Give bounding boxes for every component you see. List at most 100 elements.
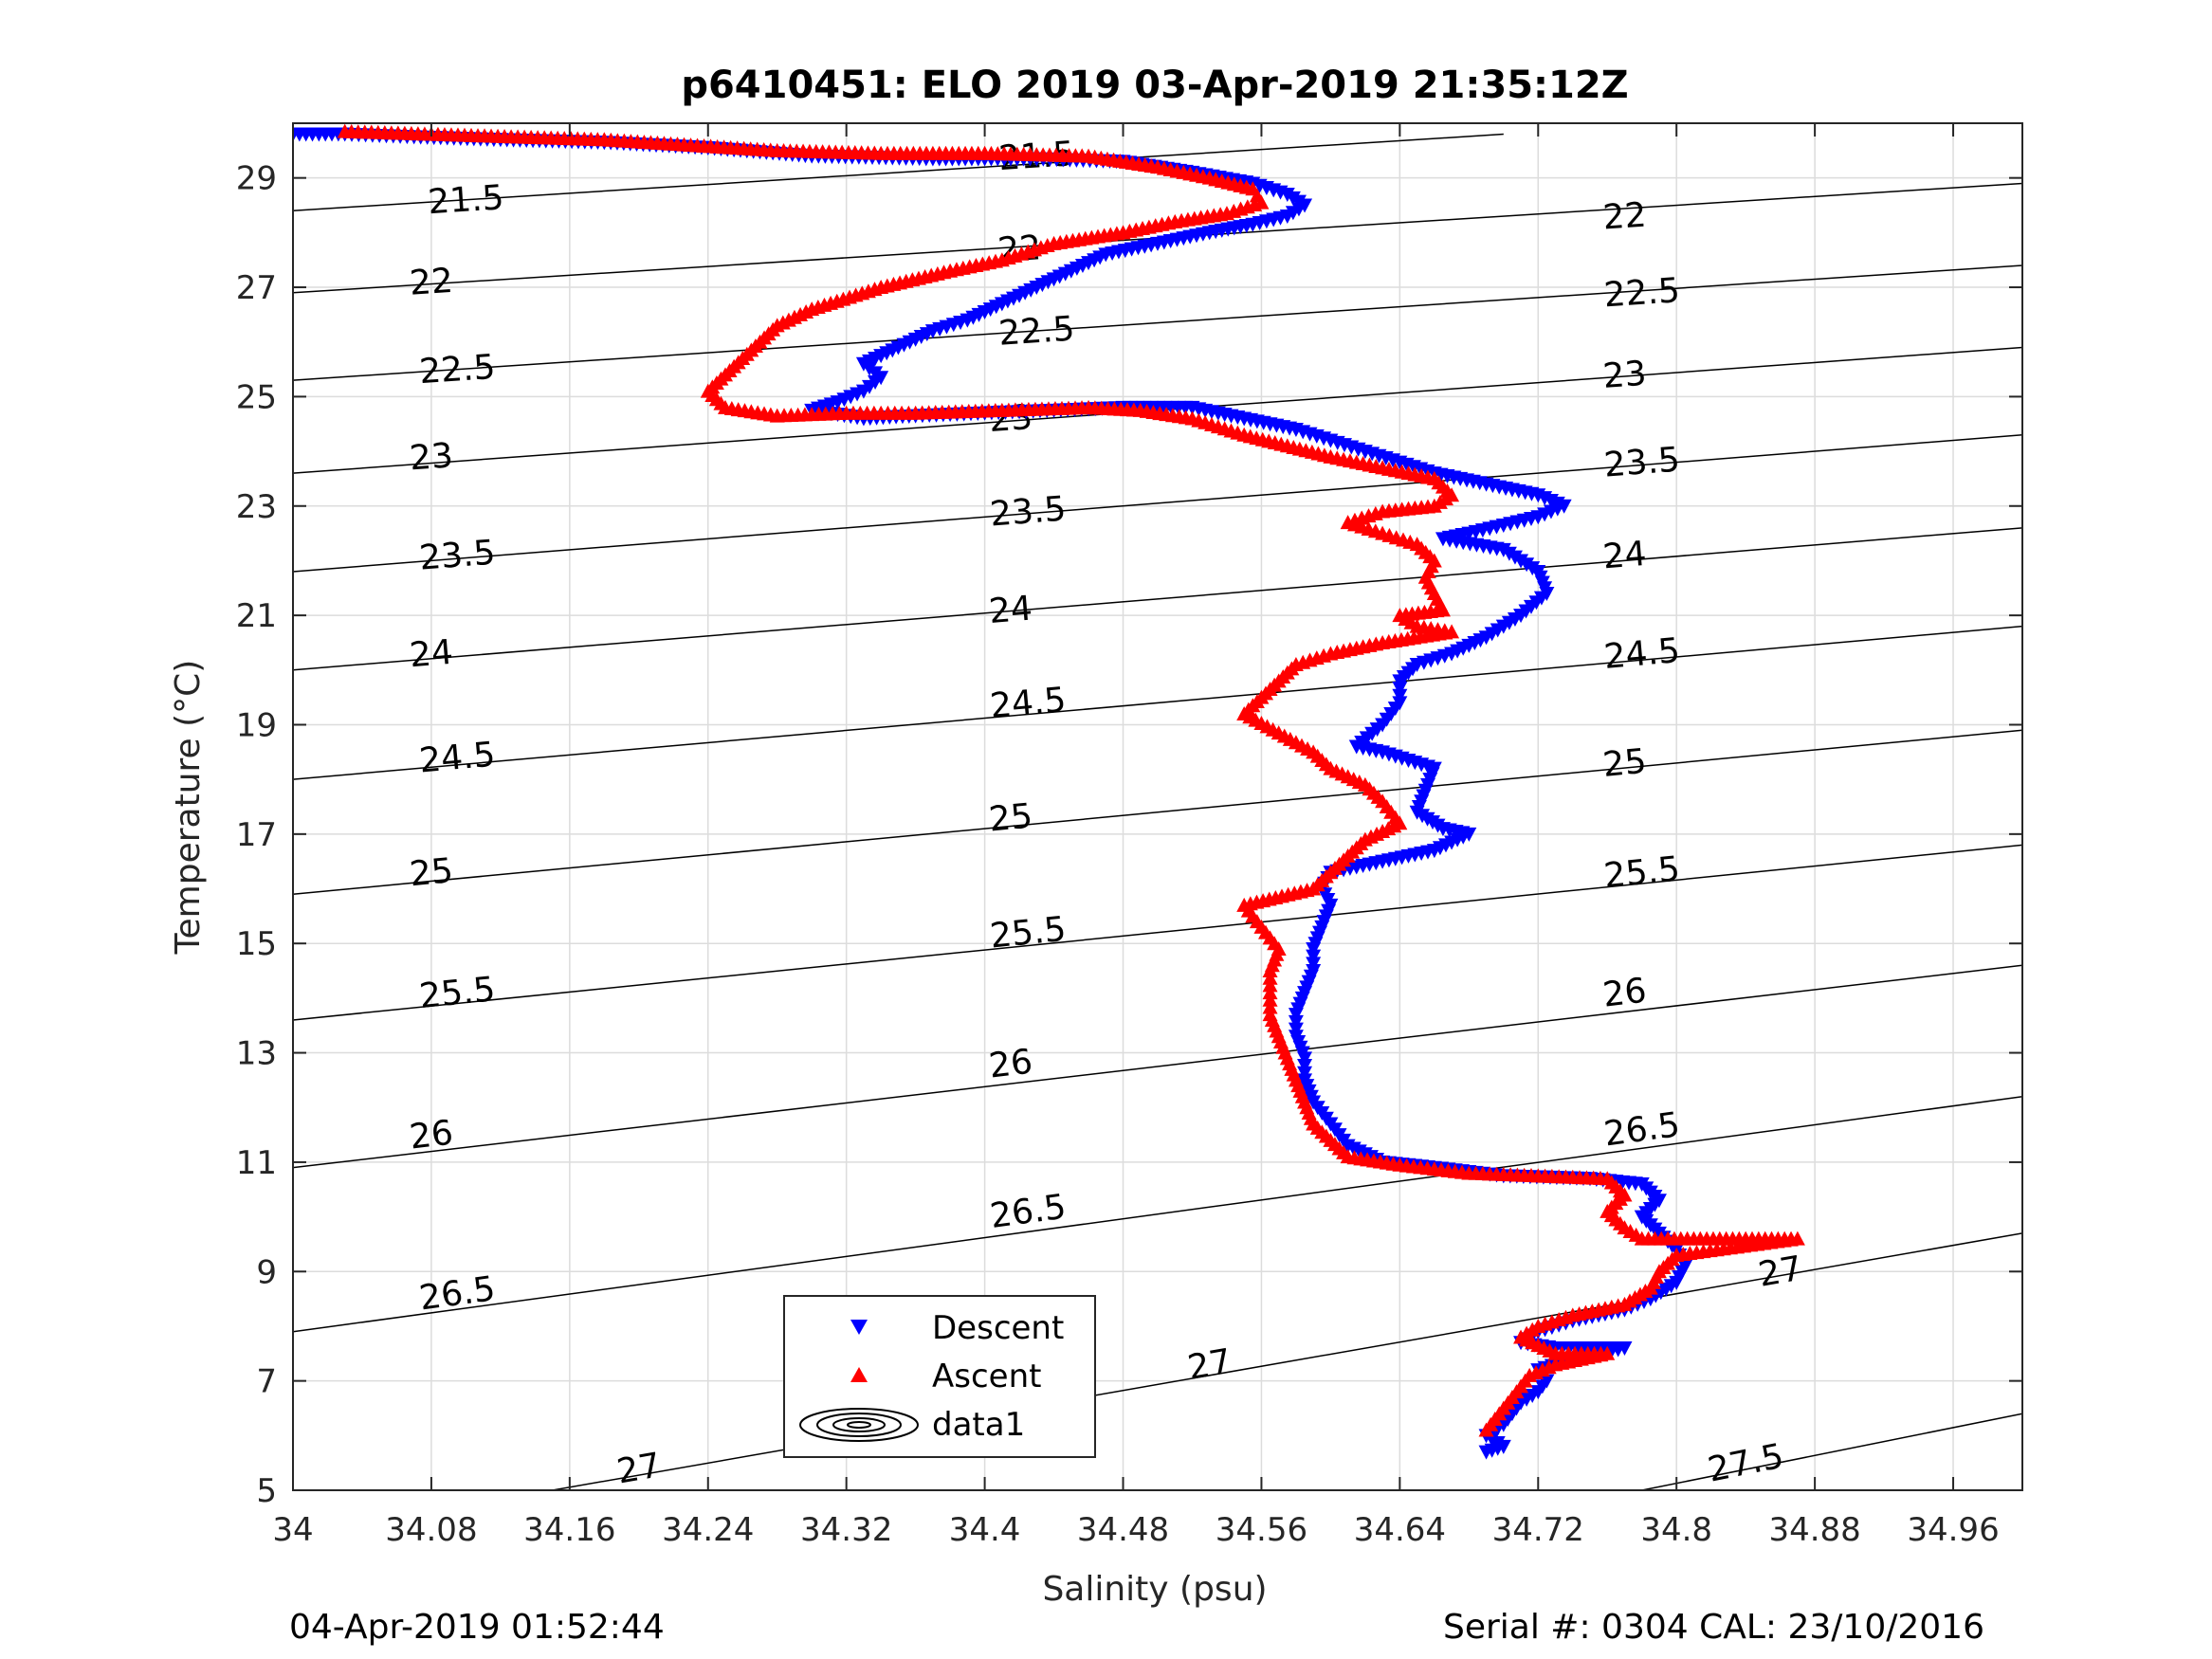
y-tick-label: 13 [236,1035,277,1073]
legend-ascent-label: Ascent [932,1358,1041,1395]
isopycnal-line [1641,1413,2022,1490]
legend-descent-marker [850,1320,868,1335]
ascent-point [1262,992,1278,1007]
footer-serial-cal: Serial #: 0304 CAL: 23/10/2016 [1443,1608,1984,1647]
x-tick-label: 34.24 [662,1511,754,1549]
descent-point [1306,957,1322,972]
isopycnal-label: 24 [408,633,454,676]
isopycnal-label: 23.5 [989,489,1068,534]
descent-point [1495,619,1511,634]
isopycnal-label: 24 [987,590,1033,632]
isopycnal-label: 27 [614,1446,664,1491]
descent-point [1490,623,1506,638]
y-tick-label: 15 [236,925,277,963]
descent-point [1507,550,1523,565]
legend-ascent-marker [850,1367,868,1382]
descent-point [1285,206,1301,221]
y-tick-label: 9 [256,1253,277,1291]
isopycnal-label: 23 [988,398,1034,440]
descent-point [1513,609,1529,624]
descent-point [1297,1051,1313,1066]
isopycnal-label: 27 [1756,1249,1805,1295]
isopycnal-label: 22 [1601,196,1647,238]
x-tick-label: 34.64 [1354,1511,1446,1549]
y-tick-label: 7 [256,1363,277,1401]
x-tick-label: 34.8 [1640,1511,1712,1549]
descent-point [1525,561,1541,576]
descent-point [1484,627,1500,642]
ascent-point [1262,977,1278,993]
x-tick-label: 34.56 [1216,1511,1307,1549]
legend-box [783,1295,1096,1458]
isopycnal-label: 24.5 [989,681,1068,726]
x-tick-label: 34.08 [385,1511,477,1549]
x-tick-label: 34.4 [949,1511,1021,1549]
isopycnal-label: 21.5 [427,178,505,222]
legend-data1-label: data1 [932,1406,1025,1444]
isopycnal-line [293,264,2022,381]
descent-point [1279,187,1295,202]
ascent-point [1262,970,1278,985]
descent-point [1501,546,1517,561]
isopycnal-label: 23.5 [418,534,497,578]
ascent-point [1478,1422,1494,1437]
descent-point [1495,542,1511,557]
x-tick-label: 34.88 [1768,1511,1860,1549]
x-axis-label: Salinity (psu) [1042,1570,1267,1609]
ascent-series [337,123,1805,1437]
isopycnal-line [293,133,1504,212]
descent-point [1501,615,1517,630]
isopycnal-label: 23 [409,436,455,478]
x-tick-label: 34.48 [1077,1511,1169,1549]
isopycnal-label: 24.5 [1602,631,1681,677]
x-tick-label: 34.72 [1492,1511,1584,1549]
isopycnal-label: 25 [987,796,1033,839]
isopycnal-label: 24 [1601,535,1648,577]
x-tick-label: 34 [272,1511,313,1549]
descent-point [1519,1392,1535,1407]
y-tick-label: 21 [236,597,277,635]
isopycnal-label: 26 [408,1114,455,1158]
descent-point [1507,611,1523,627]
legend-data1-marker [799,1408,919,1442]
isopycnal-label: 22 [409,262,454,303]
isopycnal-label: 23 [1601,355,1648,396]
x-tick-label: 34.32 [800,1511,892,1549]
isopycnal-label: 22.5 [1602,271,1681,315]
descent-point [1288,1014,1304,1030]
descent-point [1530,1385,1546,1400]
descent-point [1525,1389,1541,1404]
y-tick-label: 19 [236,706,277,744]
isopycnal-line [293,434,2022,573]
isopycnal-label: 26 [1600,972,1648,1015]
descent-point [1290,194,1307,210]
legend-descent-label: Descent [932,1309,1064,1347]
isopycnal-label: 25 [1601,742,1648,785]
y-tick-label: 27 [236,269,277,307]
isopycnal-line [293,527,2022,671]
y-tick-label: 17 [236,816,277,854]
isopycnal-label: 27 [1185,1342,1234,1388]
legend: Descent Ascent data1 [783,1295,1096,1458]
descent-point [1513,554,1529,569]
isopycnal-line [293,964,2022,1169]
isopycnal-label: 22.5 [997,310,1076,354]
descent-point [1288,1008,1304,1023]
descent-point [1285,191,1301,206]
descent-point [1519,557,1535,573]
ascent-point [1262,999,1278,1014]
isopycnal-label: 23.5 [1602,441,1681,485]
descent-point [1297,1066,1313,1081]
y-tick-label: 5 [256,1472,277,1510]
descent-point [1306,949,1322,964]
y-tick-label: 11 [236,1144,277,1182]
y-tick-label: 23 [236,488,277,526]
y-axis-ticks: 5 7 9 11 13 15 17 19 21 23 25 27 29 [236,160,2022,1510]
isopycnal-label: 24.5 [418,736,497,781]
descent-point [1290,202,1307,217]
isopycnal-label: 25.5 [1602,849,1682,896]
isopycnal-line [293,1095,2022,1333]
plot-axes-box [292,122,2023,1491]
footer-timestamp: 04-Apr-2019 01:52:44 [289,1608,665,1647]
